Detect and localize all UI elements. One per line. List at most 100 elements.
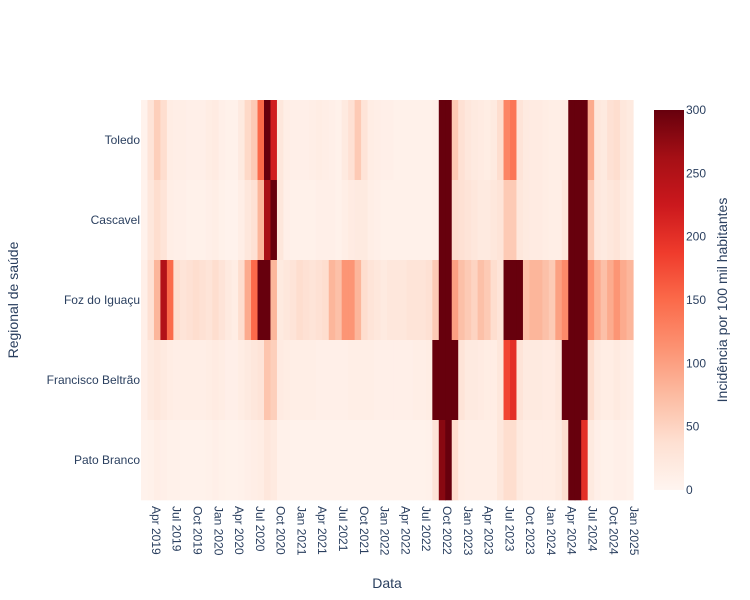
heatmap-cell — [361, 180, 369, 261]
heatmap-cell — [251, 420, 259, 501]
heatmap-cell — [464, 340, 472, 421]
heatmap-cell — [568, 100, 576, 181]
heatmap-cell — [166, 260, 174, 341]
heatmap-cell — [251, 180, 259, 261]
heatmap-cell — [238, 340, 246, 421]
heatmap-cell — [393, 340, 401, 421]
heatmap-cell — [613, 180, 621, 261]
heatmap-cell — [535, 340, 543, 421]
heatmap-cell — [587, 100, 595, 181]
heatmap-cell — [594, 420, 602, 501]
heatmap-cell — [205, 180, 213, 261]
heatmap-cell — [361, 420, 369, 501]
heatmap-cell — [141, 180, 149, 261]
heatmap-cell — [218, 100, 226, 181]
heatmap-cell — [503, 180, 511, 261]
heatmap-cell — [231, 420, 239, 501]
heatmap-cell — [199, 340, 207, 421]
heatmap-cell — [600, 260, 608, 341]
heatmap-cell — [484, 260, 492, 341]
heatmap-cell — [147, 100, 155, 181]
x-tick-label: Apr 2019 — [149, 506, 163, 555]
heatmap-cell — [451, 340, 459, 421]
heatmap-cell — [186, 100, 194, 181]
heatmap-cell — [548, 340, 556, 421]
colorbar-tick-label: 150 — [686, 293, 706, 307]
heatmap-cell — [451, 420, 459, 501]
heatmap-cell — [147, 420, 155, 501]
x-tick-label: Apr 2023 — [482, 506, 496, 555]
heatmap-cell — [231, 180, 239, 261]
heatmap-cell — [302, 260, 310, 341]
heatmap-cell — [412, 340, 420, 421]
heatmap-cell — [393, 180, 401, 261]
heatmap-cell — [367, 260, 375, 341]
heatmap-cell — [594, 340, 602, 421]
x-tick-label: Apr 2024 — [565, 506, 579, 555]
heatmap-cell — [322, 420, 330, 501]
x-tick-label: Oct 2021 — [357, 506, 371, 555]
heatmap-cell — [179, 340, 187, 421]
heatmap-cell — [419, 100, 427, 181]
heatmap-cell — [387, 340, 395, 421]
heatmap-cell — [419, 180, 427, 261]
heatmap-cell — [296, 260, 304, 341]
heatmap-cell — [354, 260, 362, 341]
heatmap-cell — [542, 340, 550, 421]
heatmap-cell — [516, 100, 524, 181]
colorbar-tick-label: 250 — [686, 166, 706, 180]
x-tick-label: Oct 2020 — [274, 506, 288, 555]
heatmap-cell — [199, 260, 207, 341]
x-tick-label: Jan 2020 — [211, 506, 225, 556]
heatmap-cell — [328, 100, 336, 181]
x-tick-label: Jul 2021 — [336, 506, 350, 552]
heatmap-cell — [348, 100, 356, 181]
heatmap-cell — [568, 420, 576, 501]
heatmap-cell — [302, 340, 310, 421]
heatmap-cell — [432, 180, 440, 261]
heatmap-cell — [173, 340, 181, 421]
heatmap-cell — [238, 260, 246, 341]
heatmap-cell — [477, 260, 485, 341]
heatmap-cell — [225, 100, 233, 181]
heatmap-cell — [445, 260, 453, 341]
heatmap-cell — [341, 420, 349, 501]
heatmap-cell — [257, 340, 265, 421]
heatmap-cell — [522, 180, 531, 261]
x-tick-label: Jan 2025 — [627, 506, 641, 556]
heatmap-cell — [503, 340, 511, 421]
heatmap-cell — [471, 420, 479, 501]
heatmap-cell — [529, 100, 537, 181]
heatmap-cell — [160, 260, 168, 341]
heatmap-cell — [335, 420, 343, 501]
heatmap-cell — [399, 100, 408, 181]
x-tick-label: Jan 2021 — [295, 506, 309, 556]
heatmap-cell — [432, 260, 440, 341]
heatmap-cell — [535, 180, 543, 261]
heatmap-cell — [542, 180, 550, 261]
colorbar-gradient — [654, 110, 684, 490]
x-tick-label: Jul 2022 — [419, 506, 433, 552]
heatmap-cell — [574, 340, 582, 421]
heatmap-cell — [205, 420, 213, 501]
heatmap-cell — [529, 420, 537, 501]
heatmap-cell — [490, 180, 498, 261]
heatmap-cell — [510, 340, 518, 421]
heatmap-cell — [153, 180, 162, 261]
heatmap-cell — [335, 100, 343, 181]
heatmap-cell — [542, 420, 550, 501]
heatmap-cell — [484, 180, 492, 261]
heatmap-cell — [497, 420, 505, 501]
heatmap-cell — [341, 340, 349, 421]
heatmap-cell — [419, 340, 427, 421]
heatmap-cell — [561, 420, 569, 501]
heatmap-cell — [160, 340, 168, 421]
heatmap-cell — [322, 340, 330, 421]
heatmap-cell — [458, 180, 466, 261]
heatmap-cell — [322, 180, 330, 261]
heatmap-cell — [445, 100, 453, 181]
heatmap-cell — [587, 180, 595, 261]
heatmap-cell — [607, 180, 615, 261]
heatmap-cell — [510, 420, 518, 501]
heatmap-cell — [445, 420, 453, 501]
